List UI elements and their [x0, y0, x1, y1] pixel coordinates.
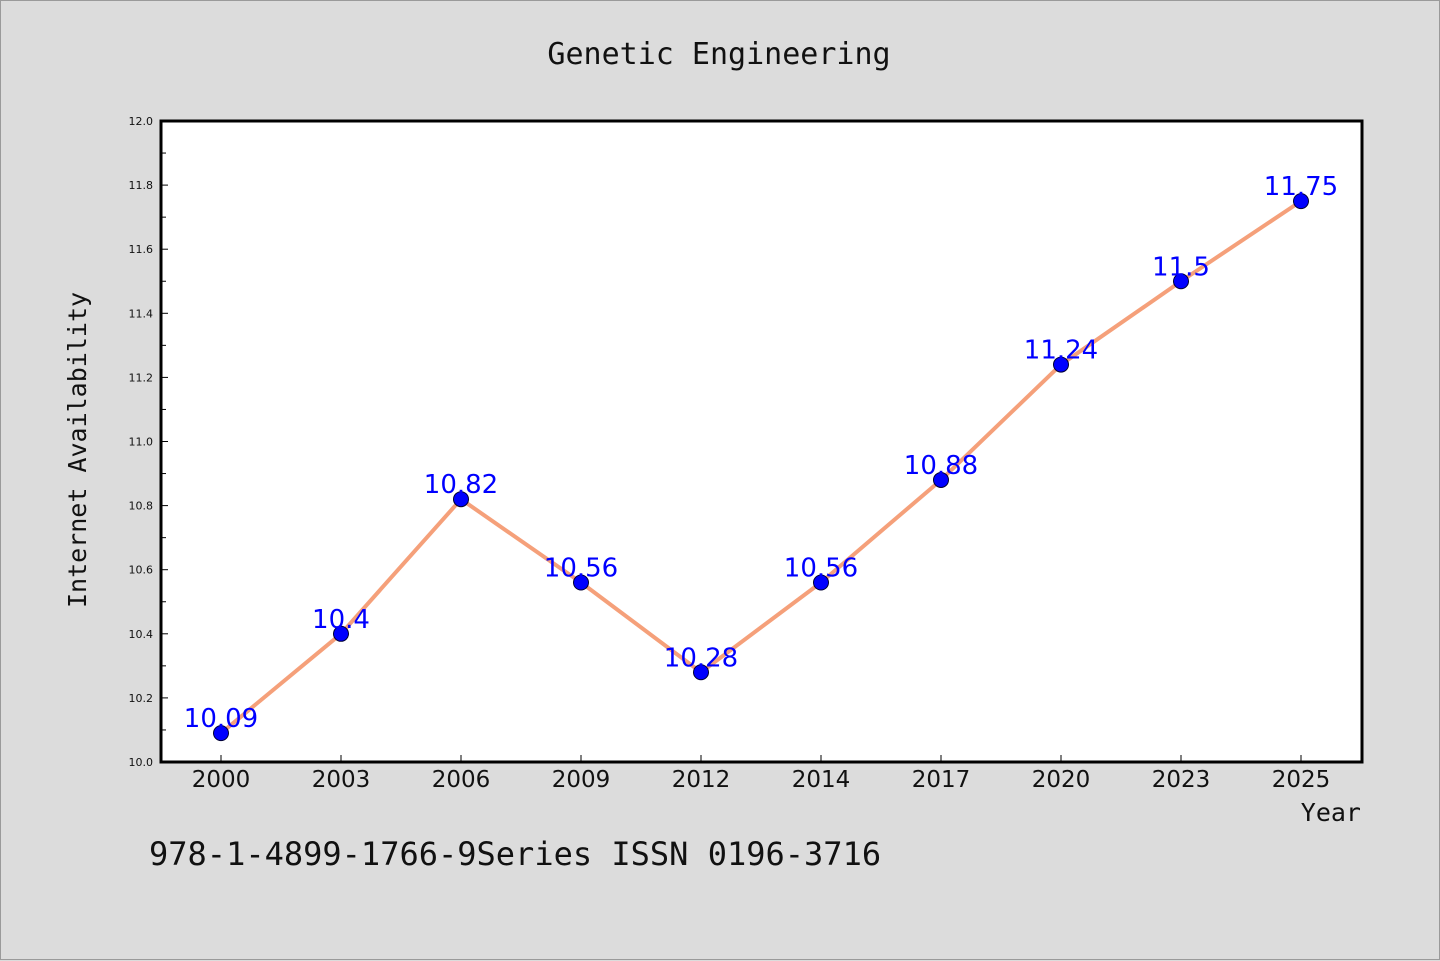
data-label: 10.4	[312, 605, 370, 635]
data-label: 10.28	[664, 643, 738, 673]
data-label: 11.5	[1152, 252, 1210, 282]
data-point-marker	[213, 725, 229, 742]
x-tick-label: 2003	[312, 767, 371, 793]
data-label: 11.75	[1264, 172, 1338, 202]
data-label: 10.88	[904, 451, 978, 481]
data-point-marker	[333, 625, 349, 642]
data-point-marker	[813, 574, 829, 591]
data-label: 10.82	[424, 470, 498, 500]
x-tick-label: 2012	[672, 767, 731, 793]
x-tick-label: 2017	[912, 767, 971, 793]
x-axis-label: Year	[1301, 798, 1361, 827]
data-point-marker	[453, 491, 469, 508]
y-tick-label: 11.0	[129, 436, 154, 449]
y-tick-label: 11.2	[129, 371, 154, 384]
x-tick-label: 2006	[432, 767, 491, 793]
y-tick-label: 10.6	[129, 564, 154, 577]
data-label: 11.24	[1024, 336, 1098, 366]
series-group	[213, 193, 1309, 742]
data-label: 10.56	[784, 554, 858, 584]
data-point-marker	[1053, 356, 1069, 373]
y-tick-label: 10.2	[129, 692, 154, 705]
data-point-marker	[1173, 273, 1189, 290]
x-tick-label: 2014	[792, 767, 851, 793]
y-axis-label: Internet Availability	[63, 292, 92, 608]
x-tick-label: 2025	[1272, 767, 1331, 793]
x-axis-ticks: 2000 2003 2006 2009 2012 2014 2017 2020 2023 2025	[192, 755, 1331, 793]
data-point-marker	[573, 574, 589, 591]
y-tick-label: 12.0	[129, 115, 154, 128]
data-label: 10.56	[544, 554, 618, 584]
y-tick-label: 10.0	[129, 756, 154, 769]
data-labels-group: 10.09 10.4 10.82 10.56 10.28 10.56 10.88 11.24 1…	[184, 172, 1338, 734]
series-line	[219, 199, 1303, 736]
data-point-marker	[693, 664, 709, 681]
y-tick-label: 10.4	[129, 628, 154, 641]
y-tick-label: 11.4	[129, 307, 154, 320]
data-point-marker	[1293, 193, 1309, 210]
plot-area	[159, 119, 1364, 764]
y-tick-label: 10.8	[129, 500, 154, 513]
x-tick-label: 2023	[1152, 767, 1211, 793]
y-tick-label: 11.8	[129, 179, 154, 192]
x-tick-label: 2020	[1032, 767, 1091, 793]
data-point-marker	[933, 471, 949, 488]
chart-title: Genetic Engineering	[547, 37, 890, 72]
y-axis-ticks: 10.0 10.2 10.4 10.6 10.8 11.0 11.2 11.4 11.6 11.8…	[129, 115, 168, 769]
footer-isbn-text: 978-1-4899-1766-9Series ISSN 0196-3716	[149, 835, 881, 873]
x-tick-label: 2009	[552, 767, 611, 793]
data-label: 10.09	[184, 704, 258, 734]
x-tick-label: 2000	[192, 767, 251, 793]
y-tick-label: 11.6	[129, 243, 154, 256]
